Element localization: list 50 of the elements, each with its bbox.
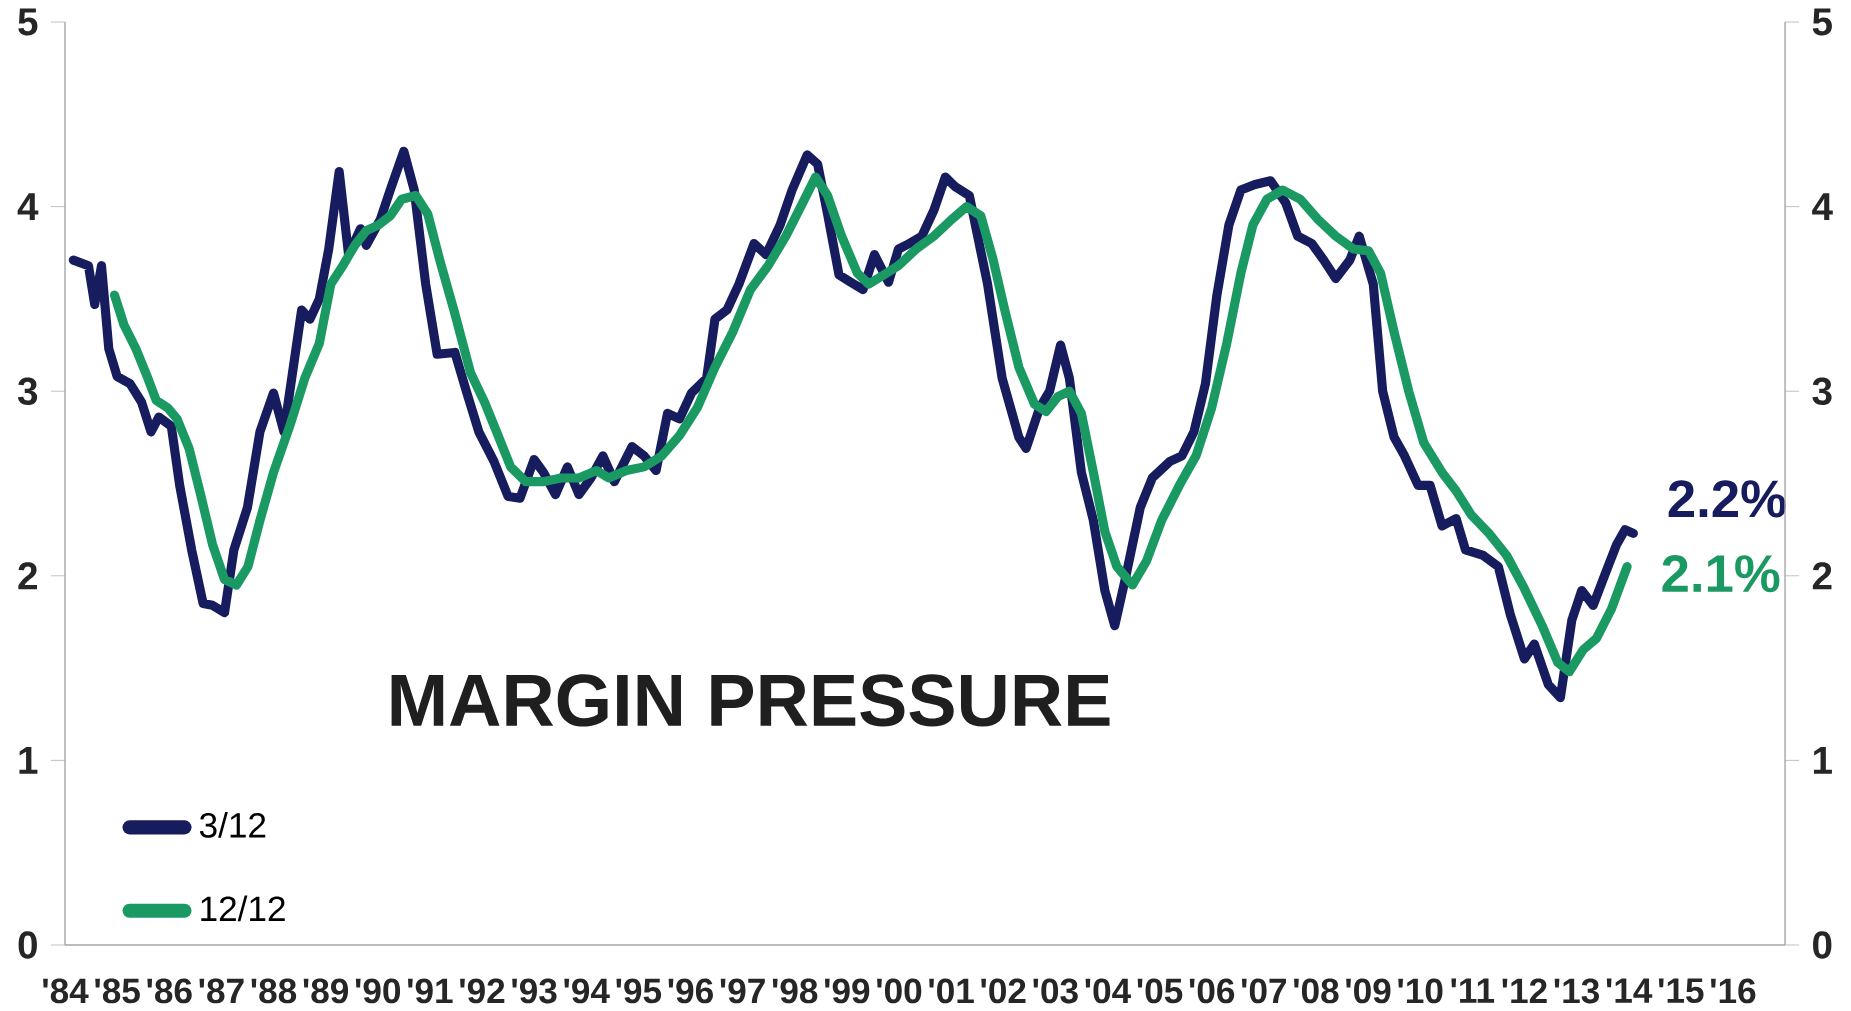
x-tick-label: '99 [824,978,870,1004]
x-tick-label: '03 [1033,978,1078,1004]
y2-tick-label: 3 [1812,377,1832,405]
annotation: 2.2% [1668,480,1786,518]
y-tick-label: 3 [17,377,38,405]
y2-tick-label: 1 [1813,747,1832,774]
x-tick-label: '94 [564,978,610,1004]
y2-tick-label: 0 [1813,931,1832,959]
x-tick-label: '93 [512,978,557,1004]
x-tick-label: '02 [981,978,1026,1004]
x-tick-label: '95 [616,978,662,1004]
x-tick-label: '14 [1606,978,1653,1003]
y-tick-label: 4 [17,193,39,220]
x-tick-label: '91 [408,978,453,1004]
x-tick-label: '10 [1398,978,1443,1004]
x-tick-label: '86 [147,978,192,1004]
y2-tick-label: 5 [1812,8,1832,36]
x-tick-label: '07 [1241,978,1287,1004]
legend-label: 12/12 [201,895,285,922]
x-tick-label: '88 [251,978,297,1004]
y-tick-label: 1 [19,747,38,774]
x-tick-label: '08 [1294,978,1339,1004]
text: MARGIN PRESSURE [391,674,1110,727]
x-tick-label: '05 [1137,978,1183,1004]
legend-label: 3/12 [199,811,266,838]
x-tick-label: '01 [929,978,974,1004]
x-tick-label: '09 [1346,978,1391,1004]
x-tick-label: '04 [1085,978,1131,1004]
x-tick-label: '12 [1502,978,1547,1004]
x-tick-label: '13 [1554,978,1600,1004]
x-tick-label: '89 [303,978,349,1004]
x-tick-label: '97 [720,978,765,1004]
x-tick-label: '90 [355,978,401,1004]
x-tick-label: '92 [460,978,505,1004]
annotation: 2.1% [1662,554,1780,593]
x-tick-label: '87 [199,978,244,1004]
x-tick-label: '06 [1189,978,1235,1004]
x-tick-label: '84 [43,978,89,1004]
x-tick-label: '00 [877,978,922,1004]
y-tick-label: 0 [18,931,37,959]
x-tick-label: '98 [772,978,818,1004]
x-tick-label: '15 [1658,978,1704,1003]
y2-tick-label: 4 [1812,193,1833,220]
x-tick-label: '11 [1451,978,1495,1003]
y-tick-label: 5 [18,8,38,36]
x-tick-label: '16 [1711,978,1756,1004]
y2-tick-label: 2 [1812,562,1832,590]
x-tick-label: '85 [95,978,140,1004]
y-tick-label: 2 [18,562,37,590]
x-tick-label: '96 [668,978,713,1004]
